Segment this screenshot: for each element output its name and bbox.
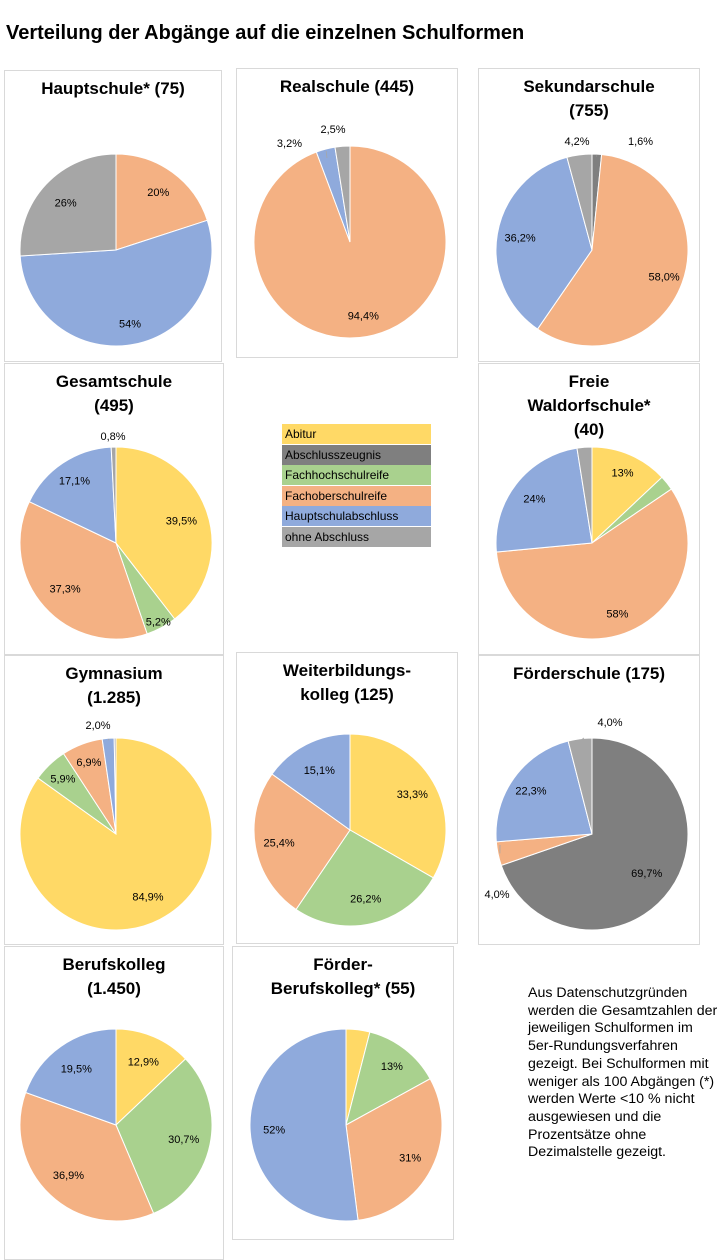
chart-title-line: Berufskolleg* (55)	[270, 979, 416, 998]
page-title: Verteilung der Abgänge auf die einzelnen…	[6, 22, 525, 44]
chart-title-line: (40)	[573, 420, 605, 439]
pie-chart-card: Gesamtschule (495)	[4, 363, 224, 655]
chart-title: Gymnasium (1.285)	[5, 662, 223, 710]
chart-title-line: kolleg (125)	[300, 685, 394, 704]
chart-title-line: Gymnasium	[65, 664, 163, 683]
pie-chart-card: Weiterbildungs-kolleg (125)	[236, 652, 458, 944]
pie-chart-card: Freie Waldorfschule* (40)	[478, 363, 700, 655]
chart-title: Freie Waldorfschule* (40)	[479, 370, 699, 442]
pie-chart-card: Hauptschule* (75)	[4, 70, 222, 362]
chart-title: Realschule (445)	[237, 75, 457, 99]
chart-title: Förder- Berufskolleg* (55)	[233, 953, 453, 1001]
chart-title-line: Realschule (445)	[279, 77, 415, 96]
chart-title-line: (1.450)	[87, 979, 141, 998]
chart-title-line: Weiterbildungs-	[282, 661, 412, 680]
legend-item-abitur: Abitur	[282, 424, 431, 444]
chart-title: Förderschule (175)	[479, 662, 699, 686]
chart-title-line: (495)	[94, 396, 134, 415]
chart-title: Hauptschule* (75)	[5, 77, 221, 101]
chart-title-line: Berufskolleg	[62, 955, 166, 974]
chart-title-line: Förderschule (175)	[512, 664, 666, 683]
pie-chart-card: Gymnasium (1.285)	[4, 655, 224, 945]
legend-item-fachoberschulreife: Fachoberschulreife	[282, 485, 431, 506]
chart-title: Gesamtschule (495)	[5, 370, 223, 418]
legend-item-hauptschulabschluss: Hauptschulabschluss	[282, 506, 431, 526]
legend: Abitur Abschlusszeugnis Fachhochschulrei…	[282, 424, 431, 547]
chart-title-line: Sekundarschule	[523, 77, 655, 96]
pie-chart-card: Berufskolleg (1.450)	[4, 946, 224, 1260]
chart-title: Sekundarschule (755)	[479, 75, 699, 123]
pie-chart-card: Förderschule (175)	[478, 655, 700, 945]
pie-chart-card: Sekundarschule (755)	[478, 68, 700, 362]
pie-chart-card: Förder- Berufskolleg* (55)	[232, 946, 454, 1240]
chart-title-line: (755)	[569, 101, 609, 120]
legend-item-fachhochschulreife: Fachhochschulreife	[282, 465, 431, 485]
chart-title-line: (1.285)	[87, 688, 141, 707]
chart-title-line: Waldorfschule*	[527, 396, 651, 415]
legend-item-abschlusszeugnis: Abschlusszeugnis	[282, 444, 431, 465]
chart-title-line: Freie	[568, 372, 610, 391]
legend-item-ohne-abschluss: ohne Abschluss	[282, 526, 431, 547]
privacy-note: Aus Datenschutzgründen werden die Gesamt…	[528, 985, 718, 1161]
chart-title: Weiterbildungs-kolleg (125)	[237, 659, 457, 707]
pie-chart-card: Realschule (445)	[236, 68, 458, 358]
chart-title: Berufskolleg (1.450)	[5, 953, 223, 1001]
chart-title-line: Hauptschule* (75)	[41, 79, 185, 98]
chart-title-line: Förder-	[313, 955, 373, 974]
chart-title-line: Gesamtschule	[55, 372, 173, 391]
